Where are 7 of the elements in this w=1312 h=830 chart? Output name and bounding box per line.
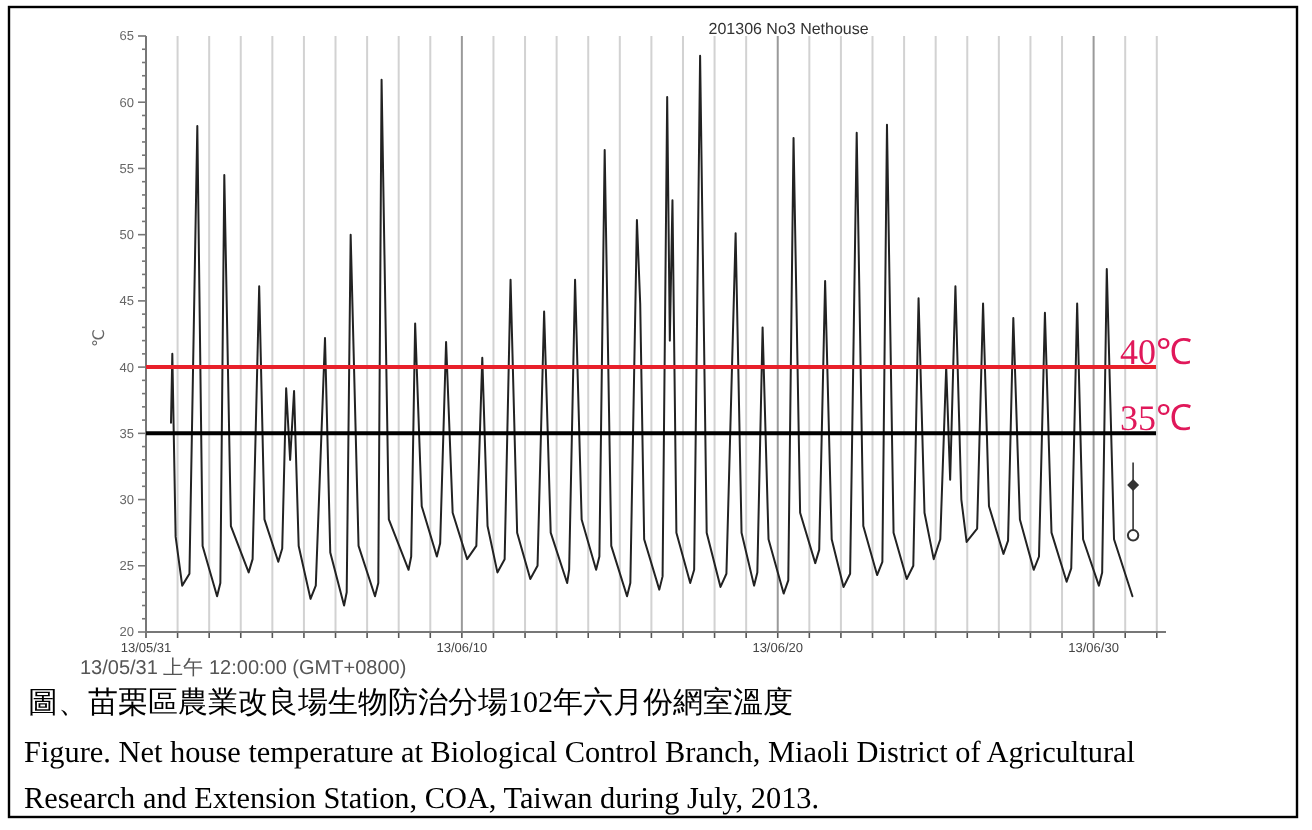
y-axis-title: ℃ [90, 328, 108, 347]
text: 13/05/31 上午 12:00:00 (GMT+0800) [80, 656, 407, 680]
text: Figure. Net house temperature at Biological Control Branch, Miaoli District of Agricultural Research and Extension Station, COA, Taiwan during July, 2013. [24, 734, 1137, 820]
text: 圖、苗栗區農業改良場生物防治分場102年六月份網室溫度 [28, 684, 793, 724]
chart-title: 201306 No3 Nethouse [708, 20, 870, 38]
ref-line-label: 40℃ [1120, 332, 1192, 373]
ref-line-label: 35℃ [1120, 398, 1192, 439]
